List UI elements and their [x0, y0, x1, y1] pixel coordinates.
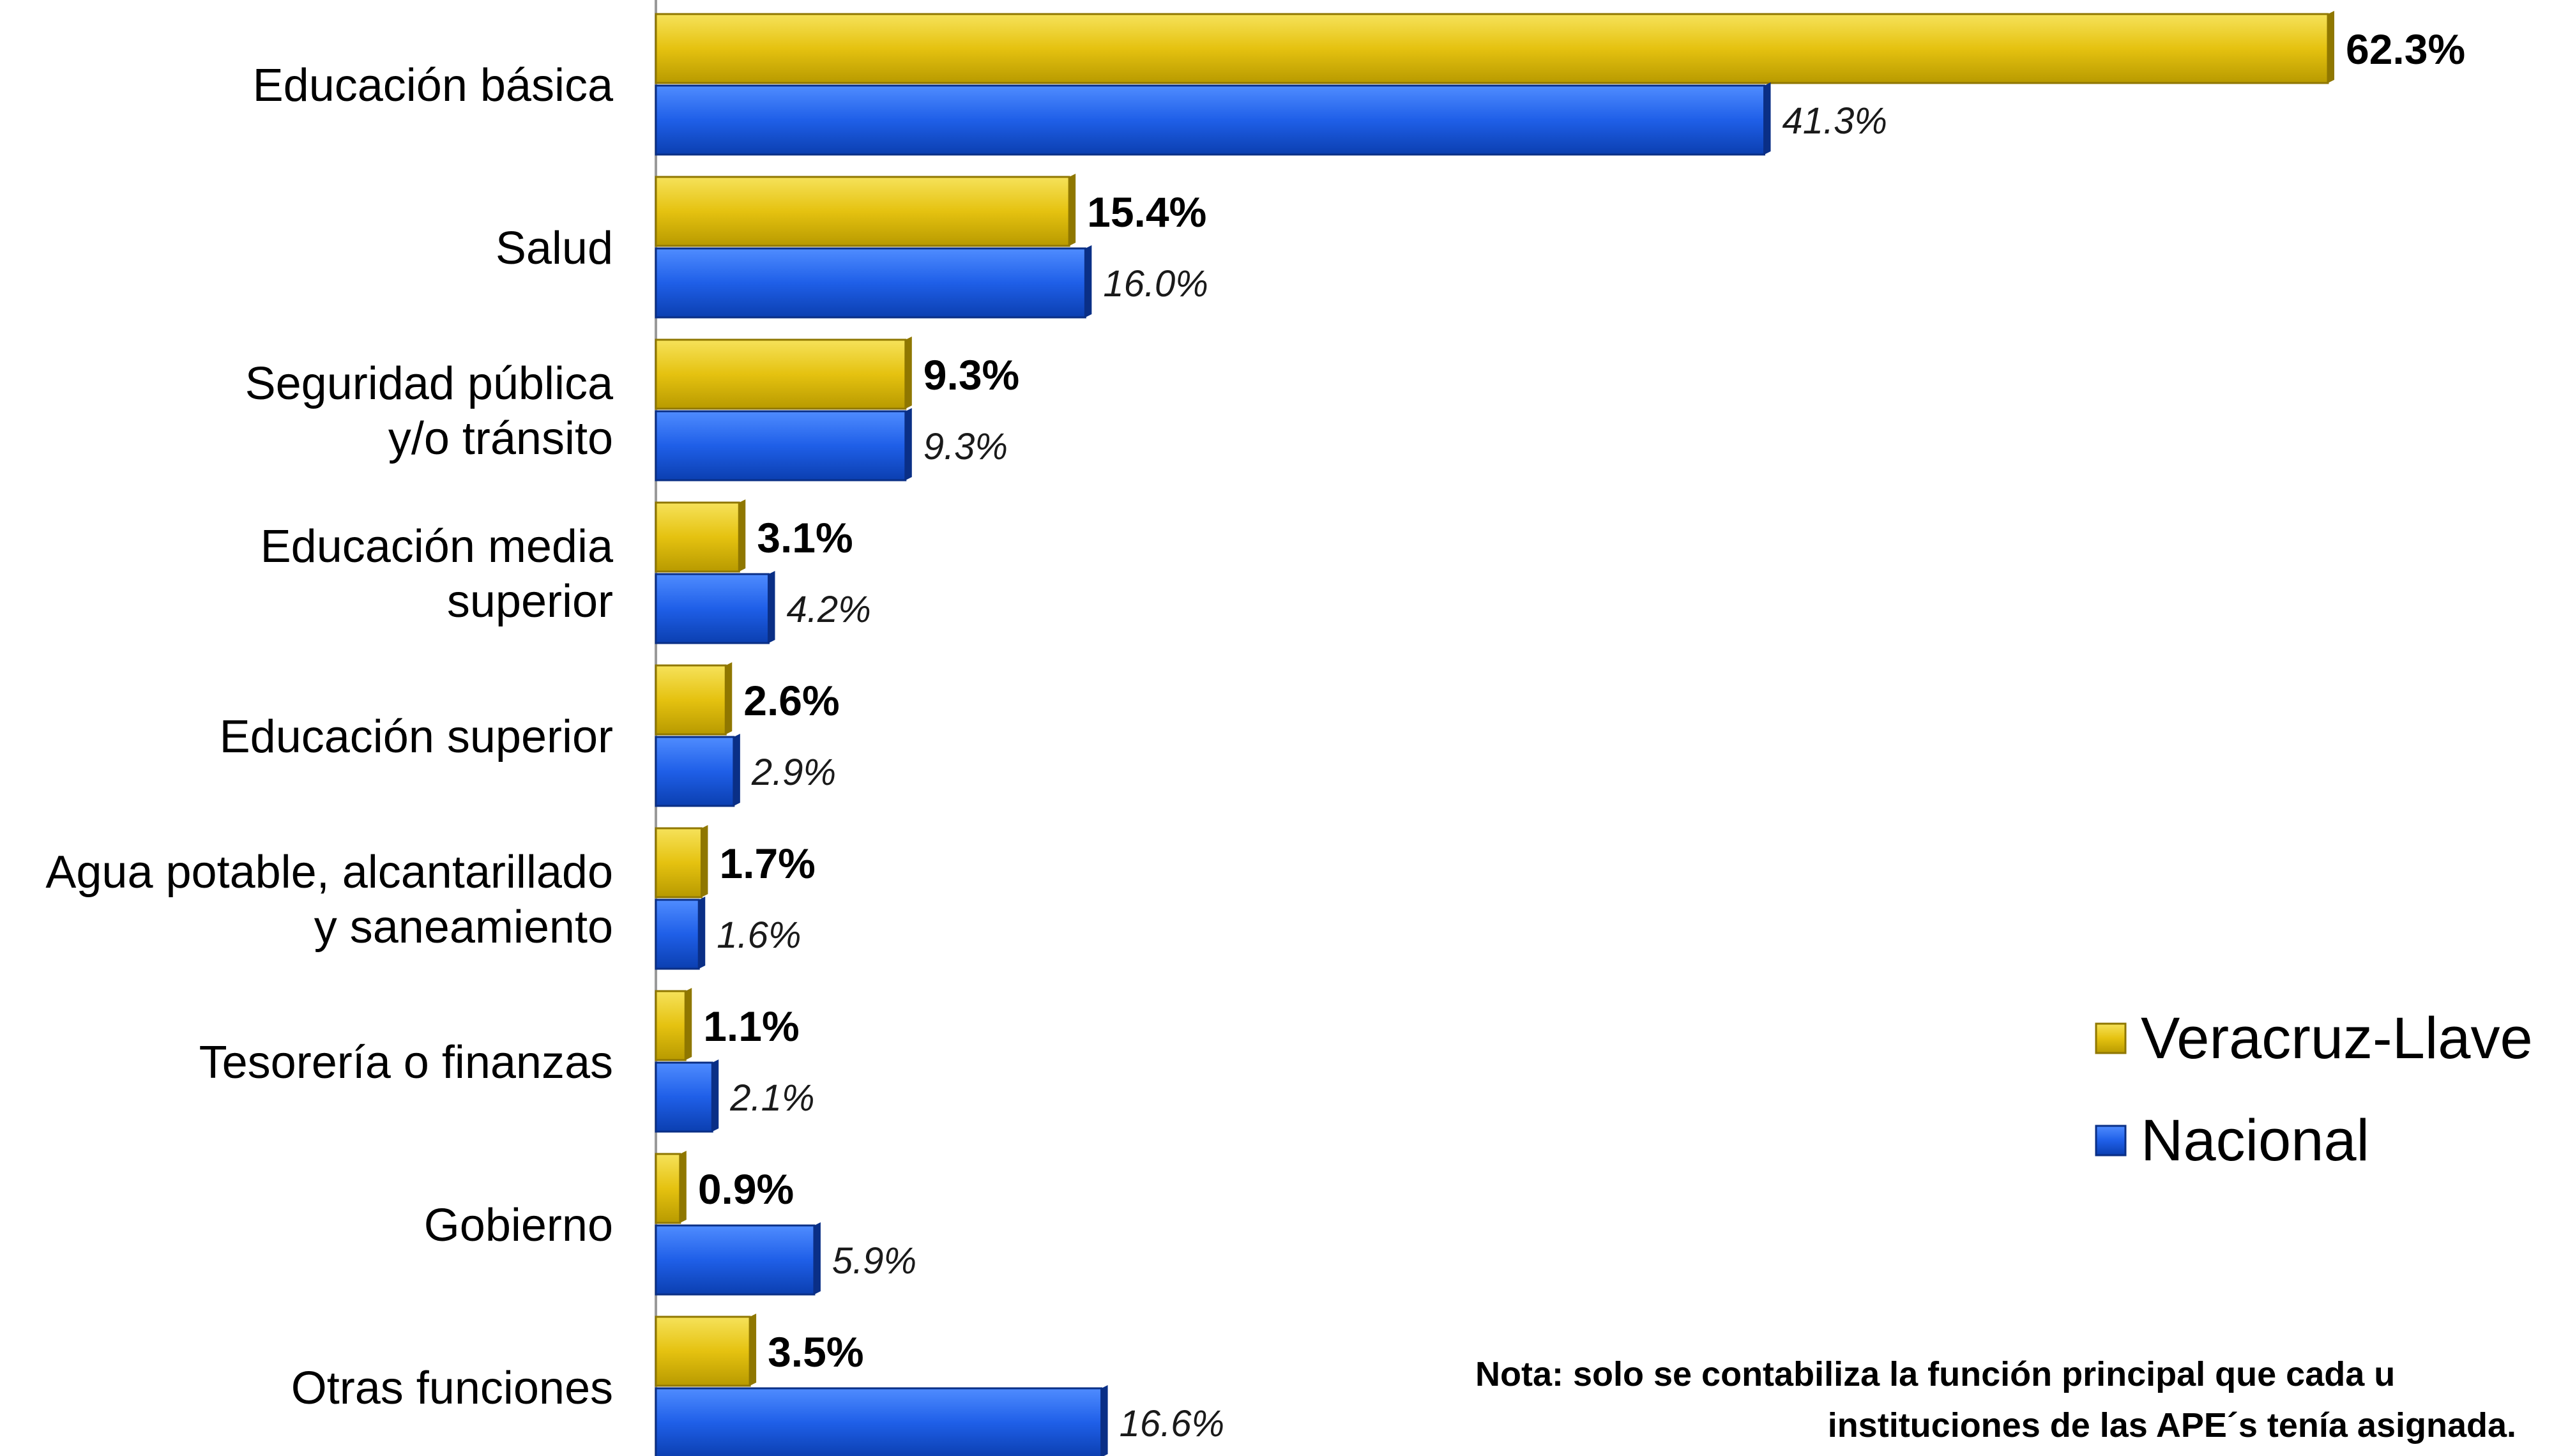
bar-nacional-3	[655, 573, 770, 644]
bar-nacional-6	[655, 1061, 713, 1133]
bar-side-nacional-5	[699, 897, 706, 969]
note-line-2: instituciones de las APE´s tenía asignad…	[1828, 1406, 2516, 1445]
data-label-veracruz-llave-2: 9.3%	[923, 351, 1019, 398]
bar-side-veracruz-llave-8	[750, 1314, 757, 1386]
category-label-2: Seguridad pública y/o tránsito	[245, 358, 614, 464]
bar-side-veracruz-llave-5	[701, 825, 708, 897]
bar-veracruz-llave-6	[655, 990, 687, 1061]
bar-side-veracruz-llave-6	[685, 988, 692, 1060]
data-label-veracruz-llave-5: 1.7%	[719, 840, 815, 887]
bar-veracruz-llave-7	[655, 1153, 681, 1224]
bars-group: 62.3% 41.3% 15.4% 16.0% 9.3% 9.3% 3.1% 4.2% 2.6%…	[655, 11, 2465, 1456]
bar-side-nacional-0	[1764, 82, 1771, 155]
data-label-nacional-0: 41.3%	[1782, 100, 1887, 142]
data-label-veracruz-llave-6: 1.1%	[703, 1003, 799, 1050]
data-label-nacional-2: 9.3%	[923, 426, 1008, 467]
data-label-veracruz-llave-0: 62.3%	[2346, 26, 2465, 73]
bar-side-nacional-4	[733, 734, 740, 806]
legend: Veracruz-Llave Nacional	[2095, 1006, 2533, 1173]
legend-swatch-nacional	[2095, 1125, 2127, 1156]
bar-side-veracruz-llave-7	[680, 1151, 687, 1223]
bar-nacional-5	[655, 899, 700, 970]
bar-veracruz-llave-3	[655, 501, 740, 573]
legend-label-veracruz-llave: Veracruz-Llave	[2141, 1006, 2533, 1071]
bar-veracruz-llave-1	[655, 176, 1070, 247]
bar-nacional-1	[655, 247, 1086, 319]
category-label-3: Educación media superior	[261, 521, 614, 627]
bar-veracruz-llave-2	[655, 338, 907, 410]
category-label-0: Educación básica	[253, 60, 614, 111]
bar-veracruz-llave-5	[655, 827, 703, 899]
bar-nacional-7	[655, 1224, 816, 1296]
category-label-8: Otras funciones	[291, 1363, 613, 1414]
bar-side-veracruz-llave-0	[2328, 11, 2334, 83]
bar-side-veracruz-llave-3	[739, 499, 746, 572]
note-line-1: Nota: solo se contabiliza la función pri…	[1475, 1355, 2395, 1393]
bar-veracruz-llave-8	[655, 1316, 751, 1387]
category-labels-group: Educación básica Salud Seguridad pública y/…	[45, 60, 614, 1414]
data-label-nacional-1: 16.0%	[1103, 263, 1208, 305]
bar-nacional-4	[655, 736, 735, 807]
bar-side-veracruz-llave-2	[905, 337, 912, 409]
data-label-nacional-4: 2.9%	[751, 752, 836, 793]
bar-side-veracruz-llave-1	[1069, 174, 1076, 246]
bar-veracruz-llave-4	[655, 664, 727, 736]
bar-nacional-2	[655, 410, 907, 482]
data-label-nacional-3: 4.2%	[786, 589, 870, 630]
legend-label-nacional: Nacional	[2141, 1108, 2369, 1173]
data-label-veracruz-llave-1: 15.4%	[1087, 188, 1206, 236]
bar-side-nacional-8	[1101, 1385, 1108, 1456]
data-label-veracruz-llave-7: 0.9%	[698, 1165, 794, 1213]
category-label-1: Salud	[496, 223, 613, 274]
data-label-veracruz-llave-4: 2.6%	[743, 677, 839, 724]
bar-side-nacional-2	[905, 408, 912, 480]
bar-side-nacional-6	[712, 1059, 719, 1132]
data-label-nacional-6: 2.1%	[729, 1077, 814, 1119]
data-label-veracruz-llave-8: 3.5%	[768, 1328, 863, 1376]
bar-nacional-8	[655, 1387, 1103, 1456]
category-label-5: Agua potable, alcantarillado y saneamient…	[45, 847, 613, 953]
bar-nacional-0	[655, 84, 1766, 156]
bar-veracruz-llave-0	[655, 13, 2329, 84]
category-label-7: Gobierno	[424, 1200, 613, 1251]
bar-side-veracruz-llave-4	[726, 662, 733, 734]
bar-side-nacional-3	[768, 571, 775, 643]
data-label-nacional-8: 16.6%	[1120, 1403, 1224, 1445]
bar-side-nacional-7	[814, 1222, 821, 1294]
data-label-nacional-5: 1.6%	[717, 914, 801, 956]
data-label-veracruz-llave-3: 3.1%	[757, 514, 853, 561]
note: Nota: solo se contabiliza la función pri…	[1475, 1355, 2516, 1445]
bar-side-nacional-1	[1085, 245, 1092, 317]
category-label-4: Educación superior	[220, 711, 613, 762]
data-label-nacional-7: 5.9%	[832, 1240, 916, 1282]
category-label-6: Tesorería o finanzas	[199, 1037, 613, 1088]
legend-swatch-veracruz-llave	[2095, 1022, 2127, 1054]
